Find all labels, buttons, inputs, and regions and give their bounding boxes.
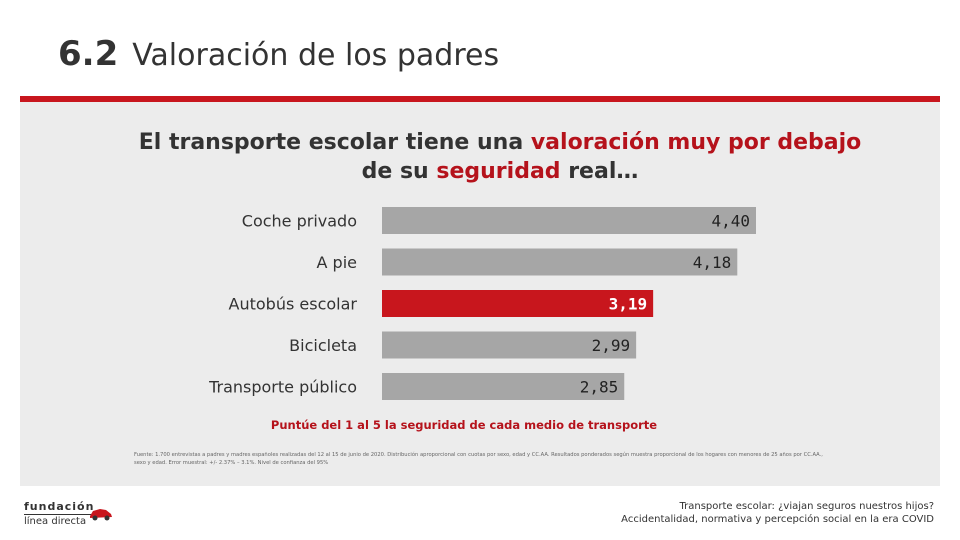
value-label: 4,40: [711, 212, 750, 231]
logo-line-1: fundación: [24, 500, 95, 513]
chart-note: Puntúe del 1 al 5 la seguridad de cada m…: [270, 418, 658, 432]
headline: El transporte escolar tiene una valoraci…: [20, 128, 960, 186]
headline-text-3: real…: [560, 159, 639, 184]
value-label: 2,99: [592, 336, 631, 355]
bar: [382, 207, 756, 234]
category-label: Coche privado: [242, 212, 357, 231]
headline-text-1: El transporte escolar tiene una: [138, 130, 531, 155]
headline-highlight-2: seguridad: [436, 159, 561, 184]
category-label: Bicicleta: [289, 336, 357, 355]
category-label: A pie: [317, 253, 357, 272]
value-label: 2,85: [580, 378, 619, 397]
headline-text-2: de su: [361, 159, 437, 184]
title-divider: [20, 96, 940, 102]
category-label: Transporte público: [208, 378, 357, 397]
footer: Transporte escolar: ¿viajan seguros nues…: [621, 500, 934, 526]
value-label: 3,19: [609, 295, 648, 314]
headline-highlight-1: valoración muy por debajo: [530, 130, 862, 155]
bar: [382, 331, 637, 359]
page-title: 6.2 Valoración de los padres: [58, 34, 499, 74]
brand-logo: fundación línea directa: [24, 500, 95, 527]
bar: [382, 290, 654, 317]
car-logo-icon: [90, 509, 112, 521]
headline-line-1: El transporte escolar tiene una valoraci…: [20, 128, 960, 157]
headline-line-2: de su seguridad real…: [20, 157, 960, 186]
section-title: Valoración de los padres: [132, 38, 500, 73]
logo-line-2: línea directa: [24, 514, 95, 527]
bar: [382, 248, 738, 276]
bar: [382, 373, 625, 400]
value-label: 4,18: [693, 253, 732, 272]
footer-line-1: Transporte escolar: ¿viajan seguros nues…: [679, 501, 934, 512]
source-text: Fuente: 1.700 entrevistas a padres y mad…: [134, 452, 823, 466]
category-label: Autobús escolar: [229, 295, 358, 314]
footer-line-2: Accidentalidad, normativa y percepción s…: [621, 514, 934, 525]
section-number: 6.2: [58, 34, 119, 74]
